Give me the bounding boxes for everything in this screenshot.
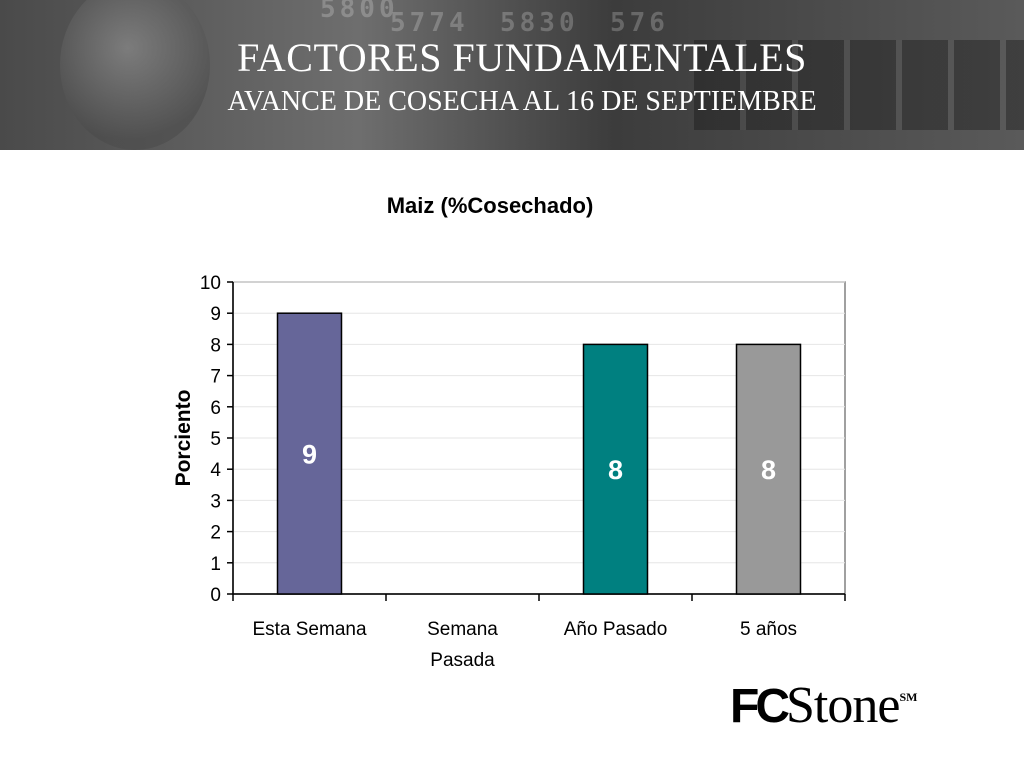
logo-stone: Stone bbox=[785, 677, 900, 734]
banner-photo-train bbox=[694, 40, 1024, 130]
banner-ticker-2: 5774 bbox=[390, 8, 469, 38]
fcstone-logo: FCStoneSM bbox=[730, 676, 917, 735]
bar bbox=[582, 343, 649, 595]
slide-subtitle: AVANCE DE COSECHA AL 16 DE SEPTIEMBRE bbox=[227, 86, 817, 117]
data-label: 8 bbox=[608, 455, 623, 485]
bar bbox=[735, 343, 802, 595]
chart-title: Maiz (%Cosechado) bbox=[386, 193, 594, 218]
banner-ticker-3: 5830 bbox=[500, 8, 579, 38]
y-tick-label: 2 bbox=[210, 523, 221, 544]
y-tick-label: 6 bbox=[210, 398, 221, 419]
header-banner: 5800 5774 5830 576 FACTORES FUNDAMENTALE… bbox=[0, 0, 1024, 150]
y-tick-label: 9 bbox=[210, 304, 221, 325]
data-label: 8 bbox=[761, 455, 776, 485]
slide-title: FACTORES FUNDAMENTALES bbox=[237, 35, 807, 80]
y-tick-label: 8 bbox=[210, 335, 221, 356]
data-label: 9 bbox=[302, 440, 317, 470]
x-tick-label: Pasada bbox=[430, 650, 495, 671]
y-tick-label: 1 bbox=[210, 554, 221, 575]
y-tick-label: 0 bbox=[210, 585, 221, 606]
x-tick-label: 5 años bbox=[740, 619, 797, 640]
banner-ticker-4: 576 bbox=[610, 8, 669, 38]
banner-photo-person bbox=[60, 0, 210, 150]
y-tick-label: 4 bbox=[210, 460, 221, 481]
y-tick-label: 7 bbox=[210, 367, 221, 388]
logo-sm-mark: SM bbox=[899, 690, 918, 704]
y-tick-label: 3 bbox=[210, 491, 221, 512]
y-tick-label: 10 bbox=[200, 273, 221, 294]
x-tick-label: Semana bbox=[427, 619, 498, 640]
x-tick-label: Año Pasado bbox=[564, 619, 668, 640]
y-tick-label: 5 bbox=[210, 429, 221, 450]
banner-ticker-1: 5800 bbox=[320, 0, 399, 24]
bar bbox=[276, 312, 343, 595]
y-axis-label: Porciento bbox=[172, 390, 195, 487]
logo-fc: FC bbox=[730, 680, 790, 733]
x-tick-label: Esta Semana bbox=[252, 619, 366, 640]
